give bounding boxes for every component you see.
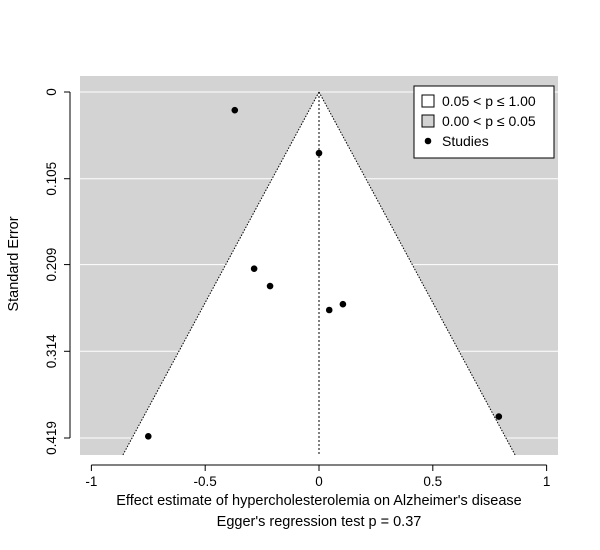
study-point-0 — [231, 106, 239, 114]
legend-marker-2 — [424, 137, 432, 145]
legend-box — [413, 85, 555, 159]
y-tick-label-1: 0.105 — [44, 162, 59, 196]
legend-swatch-0 — [421, 94, 435, 108]
x-tick-label-1: -0.5 — [194, 474, 217, 489]
y-tick-label-0: 0 — [44, 88, 59, 96]
legend-label-1: 0.00 < p ≤ 0.05 — [442, 113, 536, 129]
legend-label-0: 0.05 < p ≤ 1.00 — [442, 93, 536, 109]
legend-swatch-1 — [421, 114, 435, 128]
study-point-2 — [250, 265, 258, 273]
study-point-5 — [325, 306, 333, 314]
y-axis-title: Standard Error — [6, 216, 22, 311]
x-axis-title: Effect estimate of hypercholesterolemia … — [116, 493, 521, 509]
study-point-7 — [144, 433, 152, 440]
x-tick-label-4: 1 — [543, 474, 551, 489]
x-tick-label-2: 0 — [315, 474, 323, 489]
y-tick-label-2: 0.209 — [44, 248, 59, 282]
x-tick-label-0: -1 — [85, 474, 97, 489]
egger-test-label: Egger's regression test p = 0.37 — [217, 514, 422, 530]
study-point-4 — [339, 300, 347, 308]
study-point-1 — [315, 149, 323, 157]
legend-label-2: Studies — [442, 133, 489, 149]
x-tick-label-3: 0.5 — [423, 474, 442, 489]
y-tick-label-3: 0.314 — [44, 334, 59, 368]
y-tick-label-4: 0.419 — [44, 421, 59, 455]
study-point-6 — [495, 413, 503, 420]
study-point-3 — [266, 282, 274, 290]
